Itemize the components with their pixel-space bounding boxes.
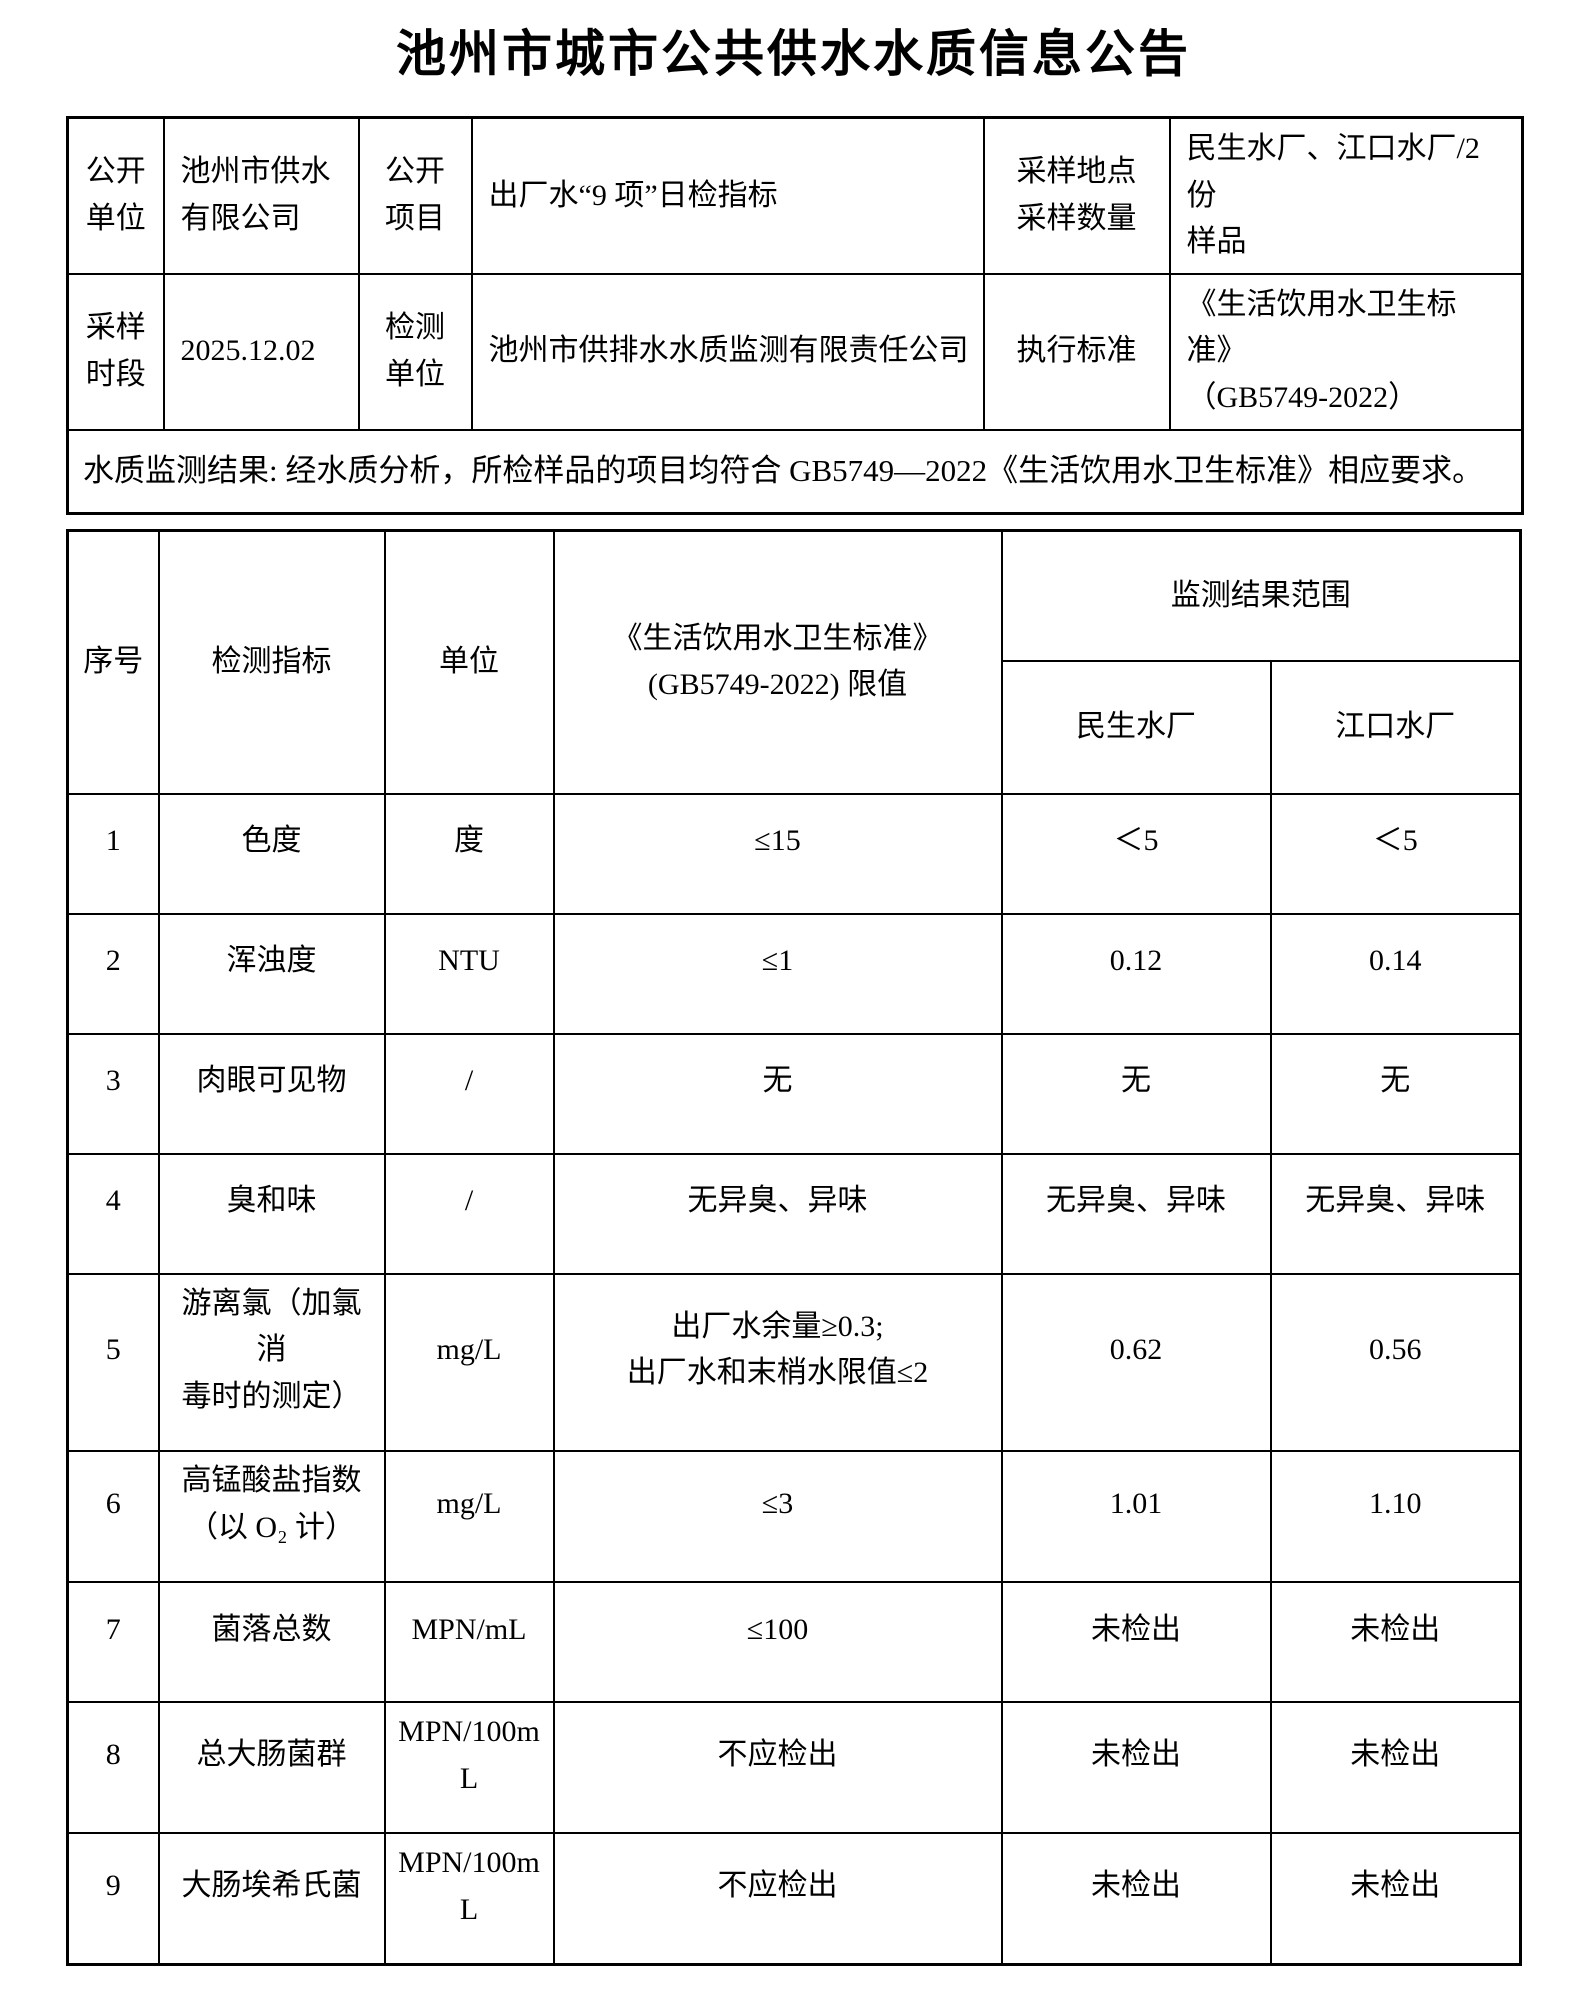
- cell-limit: ≤15: [552, 792, 1003, 915]
- results-header-row-1: 序号 检测指标 单位 《生活饮用水卫生标准》 (GB5749-2022) 限值 …: [66, 529, 1522, 795]
- table-row: 6 高锰酸盐指数 （以 O₂ 计） mg/L ≤3 1.01 1.10: [66, 1450, 1522, 1583]
- cell-limit: 不应检出: [552, 1701, 1003, 1834]
- cell-seq: 1: [66, 792, 160, 915]
- cell-minsheng: 无: [1000, 1032, 1272, 1155]
- cell-jiangkou: 未检出: [1269, 1832, 1522, 1966]
- cell-minsheng: 未检出: [1000, 1581, 1272, 1703]
- info-value-standard: 《生活饮用水卫生标准》 （GB5749-2022）: [1168, 272, 1524, 431]
- col-plant-minsheng-header: 民生水厂: [1000, 659, 1272, 795]
- info-value-public-item: 出厂水“9 项”日检指标: [470, 116, 985, 275]
- cell-limit: 出厂水余量≥0.3; 出厂水和末梢水限值≤2: [552, 1272, 1003, 1452]
- table-row: 7 菌落总数 MPN/mL ≤100 未检出 未检出: [66, 1581, 1522, 1703]
- table-row: 3 肉眼可见物 / 无 无 无: [66, 1032, 1522, 1155]
- cell-jiangkou: 无: [1269, 1032, 1522, 1155]
- col-indicator-header: 检测指标: [157, 529, 386, 795]
- cell-jiangkou: 未检出: [1269, 1581, 1522, 1703]
- info-label-testing-unit: 检测 单位: [357, 272, 473, 431]
- info-label-public-item: 公开 项目: [357, 116, 473, 275]
- cell-seq: 3: [66, 1032, 160, 1155]
- col-unit-header: 单位: [383, 529, 555, 795]
- cell-jiangkou: ＜5: [1269, 792, 1522, 915]
- cell-indicator: 大肠埃希氏菌: [157, 1832, 386, 1966]
- info-label-sampling-site: 采样地点 采样数量: [982, 116, 1171, 275]
- cell-unit: MPN/mL: [383, 1581, 555, 1703]
- cell-seq: 7: [66, 1581, 160, 1703]
- cell-seq: 2: [66, 912, 160, 1035]
- info-value-sampling-period: 2025.12.02: [162, 272, 360, 431]
- cell-limit: 不应检出: [552, 1832, 1003, 1966]
- cell-unit: MPN/100mL: [383, 1701, 555, 1834]
- cell-minsheng: 无异臭、异味: [1000, 1152, 1272, 1275]
- col-seq-header: 序号: [66, 529, 160, 795]
- cell-indicator: 臭和味: [157, 1152, 386, 1275]
- table-row: 9 大肠埃希氏菌 MPN/100mL 不应检出 未检出 未检出: [66, 1832, 1522, 1966]
- col-plant-jiangkou-header: 江口水厂: [1269, 659, 1522, 795]
- cell-jiangkou: 无异臭、异味: [1269, 1152, 1522, 1275]
- cell-unit: /: [383, 1032, 555, 1155]
- cell-jiangkou: 0.56: [1269, 1272, 1522, 1452]
- page-title: 池州市城市公共供水水质信息公告: [396, 26, 1191, 82]
- cell-minsheng: 未检出: [1000, 1701, 1272, 1834]
- info-label-standard: 执行标准: [982, 272, 1171, 431]
- info-table: 公开 单位 池州市供水 有限公司 公开 项目 出厂水“9 项”日检指标 采样地点…: [66, 116, 1524, 515]
- cell-minsheng: 未检出: [1000, 1832, 1272, 1966]
- info-label-sampling-period: 采样 时段: [66, 272, 165, 431]
- cell-minsheng: 1.01: [1000, 1450, 1272, 1583]
- cell-unit: mg/L: [383, 1272, 555, 1452]
- cell-indicator: 菌落总数: [157, 1581, 386, 1703]
- cell-unit: /: [383, 1152, 555, 1275]
- results-header-row-2: 民生水厂 江口水厂: [68, 659, 1522, 795]
- cell-unit: 度: [383, 792, 555, 915]
- cell-limit: ≤100: [552, 1581, 1003, 1703]
- table-row: 8 总大肠菌群 MPN/100mL 不应检出 未检出 未检出: [66, 1701, 1522, 1834]
- cell-limit: ≤3: [552, 1450, 1003, 1583]
- info-row-2: 采样 时段 2025.12.02 检测 单位 池州市供排水水质监测有限责任公司 …: [66, 272, 1524, 431]
- cell-indicator: 浑浊度: [157, 912, 386, 1035]
- cell-jiangkou: 1.10: [1269, 1450, 1522, 1583]
- summary-text: 水质监测结果: 经水质分析，所检样品的项目均符合 GB5749—2022《生活饮…: [66, 428, 1524, 515]
- cell-indicator: 游离氯（加氯消 毒时的测定）: [157, 1272, 386, 1452]
- summary-row: 水质监测结果: 经水质分析，所检样品的项目均符合 GB5749—2022《生活饮…: [66, 428, 1524, 515]
- table-row: 2 浑浊度 NTU ≤1 0.12 0.14: [66, 912, 1522, 1035]
- results-table: 序号 检测指标 单位 《生活饮用水卫生标准》 (GB5749-2022) 限值 …: [66, 529, 1522, 1966]
- info-value-sampling-site: 民生水厂、江口水厂/2 份 样品: [1168, 116, 1524, 275]
- cell-unit: MPN/100mL: [383, 1832, 555, 1966]
- cell-indicator: 色度: [157, 792, 386, 915]
- col-limit-header: 《生活饮用水卫生标准》 (GB5749-2022) 限值: [552, 529, 1003, 795]
- info-value-public-unit: 池州市供水 有限公司: [162, 116, 360, 275]
- cell-indicator: 高锰酸盐指数 （以 O₂ 计）: [157, 1450, 386, 1583]
- table-row: 4 臭和味 / 无异臭、异味 无异臭、异味 无异臭、异味: [66, 1152, 1522, 1275]
- info-row-1: 公开 单位 池州市供水 有限公司 公开 项目 出厂水“9 项”日检指标 采样地点…: [66, 116, 1524, 275]
- table-row: 1 色度 度 ≤15 ＜5 ＜5: [66, 792, 1522, 915]
- info-label-public-unit: 公开 单位: [66, 116, 165, 275]
- cell-minsheng: 0.12: [1000, 912, 1272, 1035]
- cell-jiangkou: 未检出: [1269, 1701, 1522, 1834]
- cell-indicator: 肉眼可见物: [157, 1032, 386, 1155]
- cell-seq: 9: [66, 1832, 160, 1966]
- info-value-testing-unit: 池州市供排水水质监测有限责任公司: [470, 272, 985, 431]
- table-row: 5 游离氯（加氯消 毒时的测定） mg/L 出厂水余量≥0.3; 出厂水和末梢水…: [66, 1272, 1522, 1452]
- cell-seq: 8: [66, 1701, 160, 1834]
- col-range-group-header: 监测结果范围: [1000, 529, 1522, 662]
- cell-unit: mg/L: [383, 1450, 555, 1583]
- cell-jiangkou: 0.14: [1269, 912, 1522, 1035]
- cell-minsheng: ＜5: [1000, 792, 1272, 915]
- cell-seq: 6: [66, 1450, 160, 1583]
- cell-limit: 无: [552, 1032, 1003, 1155]
- cell-limit: ≤1: [552, 912, 1003, 1035]
- cell-indicator: 总大肠菌群: [157, 1701, 386, 1834]
- cell-seq: 5: [66, 1272, 160, 1452]
- cell-seq: 4: [66, 1152, 160, 1275]
- cell-limit: 无异臭、异味: [552, 1152, 1003, 1275]
- cell-minsheng: 0.62: [1000, 1272, 1272, 1452]
- cell-unit: NTU: [383, 912, 555, 1035]
